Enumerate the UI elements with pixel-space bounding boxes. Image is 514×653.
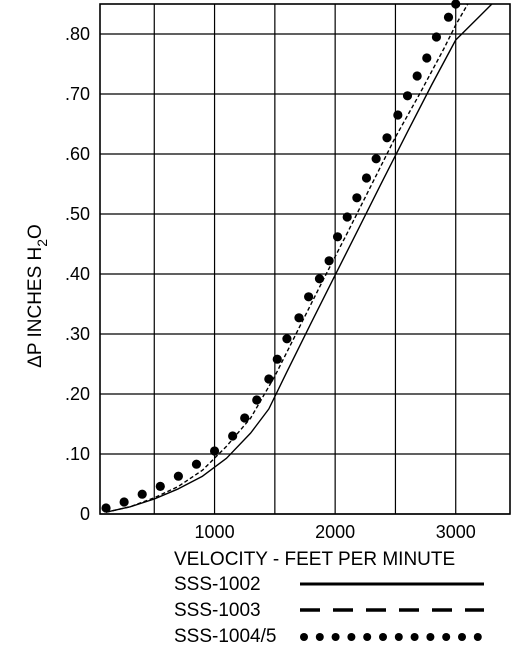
- data-point: [362, 173, 371, 182]
- data-point: [333, 232, 342, 241]
- data-point: [325, 256, 334, 265]
- data-point: [372, 154, 381, 163]
- data-point: [228, 431, 237, 440]
- legend-label: SSS-1003: [174, 600, 261, 621]
- x-tick-label: 1000: [195, 522, 235, 542]
- data-point: [156, 482, 165, 491]
- data-point: [210, 446, 219, 455]
- legend-swatch-dot: [363, 633, 371, 641]
- legend-swatch-dot: [347, 633, 355, 641]
- data-point: [315, 274, 324, 283]
- x-axis-label: VELOCITY - FEET PER MINUTE: [174, 549, 455, 570]
- data-point: [264, 374, 273, 383]
- y-tick-label: .50: [65, 204, 90, 224]
- y-tick-label: .70: [65, 84, 90, 104]
- legend-label: SSS-1004/5: [174, 626, 276, 647]
- data-point: [403, 91, 412, 100]
- y-tick-label: .80: [65, 24, 90, 44]
- data-point: [192, 460, 201, 469]
- y-tick-label: .10: [65, 444, 90, 464]
- legend-swatch-dot: [316, 633, 324, 641]
- data-point: [174, 472, 183, 481]
- legend-swatch-dot: [474, 633, 482, 641]
- legend-swatch-dot: [300, 633, 308, 641]
- legend-swatch-dot: [458, 633, 466, 641]
- data-point: [413, 71, 422, 80]
- data-point: [240, 413, 249, 422]
- data-point: [393, 110, 402, 119]
- y-tick-label: .40: [65, 264, 90, 284]
- data-point: [432, 32, 441, 41]
- legend-swatch-dot: [442, 633, 450, 641]
- legend-label: SSS-1002: [174, 574, 261, 595]
- legend-swatch-dot: [411, 633, 419, 641]
- y-tick-label: .20: [65, 384, 90, 404]
- legend-swatch-dot: [379, 633, 387, 641]
- data-point: [294, 313, 303, 322]
- y-tick-labels: 0 .10 .20 .30 .40 .50 .60 .70 .80: [65, 24, 90, 524]
- y-axis-label-tail: O: [25, 224, 46, 239]
- data-point: [343, 212, 352, 221]
- data-point: [382, 133, 391, 142]
- data-point: [422, 53, 431, 62]
- legend-swatch-dot: [426, 633, 434, 641]
- data-point: [101, 503, 110, 512]
- y-tick-label: .60: [65, 144, 90, 164]
- data-point: [352, 193, 361, 202]
- data-point: [252, 395, 261, 404]
- y-axis-label-main: ΔP INCHES H: [25, 247, 46, 368]
- data-point: [304, 292, 313, 301]
- data-point: [282, 334, 291, 343]
- data-point: [444, 13, 453, 22]
- x-tick-label: 3000: [436, 522, 476, 542]
- data-point: [120, 497, 129, 506]
- legend-swatch-dot: [395, 633, 403, 641]
- x-tick-label: 2000: [315, 522, 355, 542]
- legend-swatch-dot: [332, 633, 340, 641]
- data-point: [273, 355, 282, 364]
- data-point: [138, 490, 147, 499]
- y-tick-label: .30: [65, 324, 90, 344]
- y-axis-label-subscript: 2: [34, 239, 50, 247]
- y-tick-label: 0: [80, 504, 90, 524]
